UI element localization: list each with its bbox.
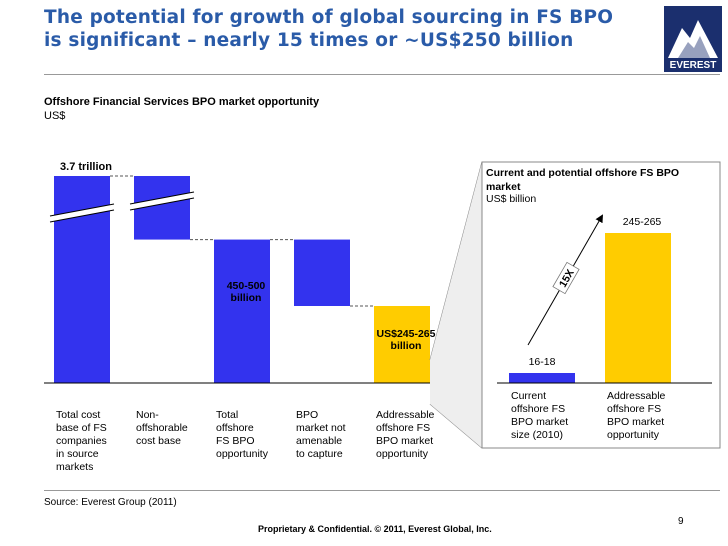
inset-unit: US$ billion	[486, 193, 536, 205]
inset-data-label-current: 16-18	[529, 356, 556, 368]
page-number: 9	[678, 516, 684, 527]
axis-break-mark	[50, 204, 114, 222]
category-label-line: amenable	[296, 435, 343, 447]
slide-title: The potential for growth of global sourc…	[44, 6, 644, 52]
chart-unit: US$	[44, 110, 66, 122]
category-label-line: market not	[296, 422, 346, 434]
category-label-line: offshore	[216, 422, 254, 434]
category-label: Addressable offshore FS BPO market opportun…	[376, 409, 434, 461]
zoom-area	[430, 162, 482, 448]
category-label: BPO market not amenable to capture	[296, 409, 346, 461]
data-label-offshore-opportunity-unit: billion	[231, 292, 262, 304]
category-label-line: offshore FS	[376, 422, 431, 434]
category-label-line: companies	[56, 435, 107, 447]
confidential-footer: Proprietary & Confidential. © 2011, Ever…	[258, 524, 492, 534]
axis-break-line	[49, 203, 115, 217]
category-label-line: BPO market	[376, 435, 434, 447]
axis-break-line	[49, 209, 115, 223]
footer-rule	[44, 490, 720, 491]
inset-category-label-line: offshore FS	[607, 403, 662, 415]
header-rule	[44, 74, 720, 75]
category-label: Non-offshorable cost base	[136, 409, 188, 448]
inset-bar-current	[509, 373, 575, 383]
inset-category-label: Current offshore FS BPO market size (2010)	[511, 390, 568, 442]
category-label-line: opportunity	[216, 448, 268, 460]
inset-category-label-line: BPO market	[511, 416, 569, 428]
inset-data-label-addressable: 245-265	[623, 216, 662, 228]
category-label-line: Total	[216, 409, 239, 421]
category-label: Total offshore FS BPO opportunity	[216, 409, 268, 461]
inset-bar-addressable	[605, 233, 671, 383]
data-label-offshore-opportunity-value: 450-500	[227, 280, 266, 292]
axis-break-mark	[130, 192, 194, 210]
category-label-line: to capture	[296, 448, 343, 460]
category-label-line: offshorable	[136, 422, 188, 434]
category-label-line: Addressable	[376, 409, 435, 421]
axis-break-line	[129, 191, 195, 205]
waterfall-bar-not-amenable	[294, 239, 350, 306]
inset-category-label: Addressable offshore FS BPO market opportun…	[607, 390, 665, 442]
inset-category-label-line: opportunity	[607, 429, 659, 441]
logo-text: EVEREST	[670, 60, 717, 71]
inset-panel	[481, 161, 721, 449]
category-label-line: BPO	[296, 409, 319, 421]
category-label-line: in source	[56, 448, 99, 460]
category-label-line: cost base	[136, 435, 181, 447]
category-label-line: Non-	[136, 409, 159, 421]
inset-category-label-line: BPO market	[607, 416, 665, 428]
title-line-1: The potential for growth of global sourc…	[44, 7, 614, 28]
inset-category-label-line: Addressable	[607, 390, 666, 402]
inset-title-line-2: market	[486, 181, 521, 193]
inset-category-label-line: Current	[511, 390, 547, 402]
data-label-total: 3.7 trillion	[60, 161, 112, 173]
inset-title-line-1: Current and potential offshore FS BPO	[486, 167, 679, 179]
waterfall-bar-addressable	[374, 306, 430, 383]
inset-category-label-line: offshore FS	[511, 403, 566, 415]
data-label-addressable-unit: billion	[391, 340, 422, 352]
data-label-addressable-value: US$245-265	[377, 328, 436, 340]
source-note: Source: Everest Group (2011)	[44, 497, 177, 508]
waterfall-bar-offshore-opportunity	[214, 239, 270, 383]
category-label-line: markets	[56, 461, 94, 473]
axis-break-line	[129, 197, 195, 211]
everest-logo: EVEREST	[664, 6, 722, 72]
category-label-line: Total cost	[56, 409, 101, 421]
inset-category-label-line: size (2010)	[511, 429, 563, 441]
growth-badge-box	[552, 261, 580, 295]
category-label-line: base of FS	[56, 422, 107, 434]
category-label-line: opportunity	[376, 448, 428, 460]
category-label: Total cost base of FS companies in source ma…	[56, 409, 107, 474]
title-line-2: is significant – nearly 15 times or ~US$…	[44, 30, 574, 51]
category-label-line: FS BPO	[216, 435, 255, 447]
chart-subtitle: Offshore Financial Services BPO market o…	[44, 96, 320, 108]
